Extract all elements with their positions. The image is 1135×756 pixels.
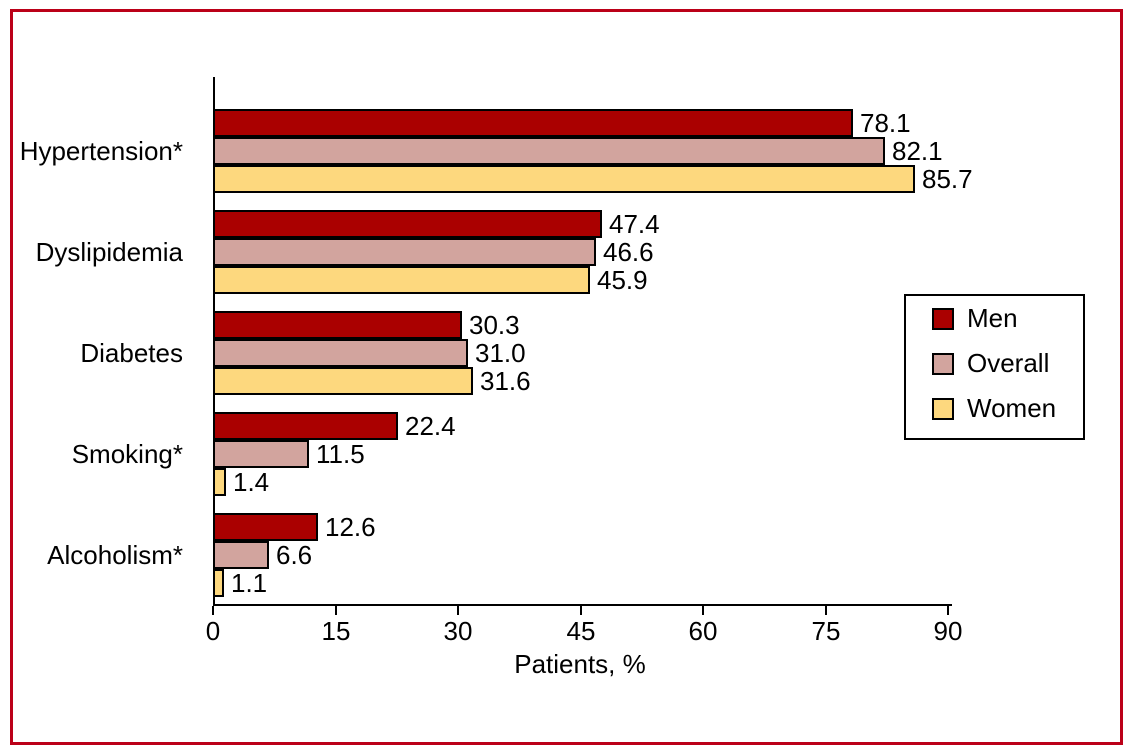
legend-swatch-men xyxy=(932,307,954,330)
value-label: 47.4 xyxy=(609,209,660,239)
legend-item-men: Men xyxy=(906,296,1083,341)
bar-men xyxy=(213,109,853,137)
bar-women xyxy=(213,367,473,395)
x-axis-tick xyxy=(335,606,337,615)
bar-overall xyxy=(213,137,885,165)
x-axis-tick xyxy=(947,606,949,615)
x-axis-tick xyxy=(457,606,459,615)
x-axis-tick-label: 0 xyxy=(205,616,221,646)
bar-women xyxy=(213,266,590,294)
x-axis-tick-label: 30 xyxy=(443,616,473,646)
bar-women xyxy=(213,569,224,597)
value-label: 31.0 xyxy=(475,338,526,368)
category-label: Diabetes xyxy=(80,338,183,368)
category-label: Alcoholism* xyxy=(47,540,183,570)
value-label: 1.4 xyxy=(233,467,270,497)
value-label: 12.6 xyxy=(325,512,376,542)
x-axis-tick-label: 15 xyxy=(321,616,351,646)
legend-label: Women xyxy=(967,393,1057,423)
value-label: 85.7 xyxy=(922,164,973,194)
value-label: 22.4 xyxy=(405,411,456,441)
x-axis-line xyxy=(213,604,952,606)
value-label: 11.5 xyxy=(316,439,365,469)
category-label: Smoking* xyxy=(71,439,183,469)
bar-overall xyxy=(213,339,468,367)
bar-men xyxy=(213,210,602,238)
value-label: 30.3 xyxy=(469,310,520,340)
legend-swatch-overall xyxy=(932,352,954,375)
legend-label: Overall xyxy=(967,348,1050,378)
value-label: 1.1 xyxy=(231,568,268,598)
category-label: Hypertension* xyxy=(19,136,183,166)
bar-men xyxy=(213,513,318,541)
bar-men xyxy=(213,311,462,339)
x-axis-tick xyxy=(702,606,704,615)
value-label: 46.6 xyxy=(603,237,654,267)
bar-men xyxy=(213,412,398,440)
legend-box: Men Overall Women xyxy=(904,294,1085,440)
category-label: Dyslipidemia xyxy=(35,237,183,267)
value-label: 45.9 xyxy=(597,265,648,295)
legend-item-overall: Overall xyxy=(906,341,1083,386)
x-axis-tick xyxy=(212,606,214,615)
x-axis-tick xyxy=(580,606,582,615)
x-axis-tick-label: 60 xyxy=(688,616,718,646)
bar-overall xyxy=(213,238,596,266)
legend-label: Men xyxy=(967,303,1018,333)
x-axis-tick-label: 75 xyxy=(811,616,841,646)
value-label: 31.6 xyxy=(480,366,531,396)
x-axis-tick-label: 45 xyxy=(566,616,596,646)
value-label: 78.1 xyxy=(860,108,911,138)
bar-women xyxy=(213,165,915,193)
legend-item-women: Women xyxy=(906,386,1083,431)
bar-overall xyxy=(213,440,309,468)
legend-swatch-women xyxy=(932,397,954,420)
x-axis-title: Patients, % xyxy=(514,649,646,679)
bar-women xyxy=(213,468,226,496)
x-axis-tick xyxy=(825,606,827,615)
value-label: 82.1 xyxy=(892,136,943,166)
bar-overall xyxy=(213,541,269,569)
value-label: 6.6 xyxy=(276,540,313,570)
x-axis-tick-label: 90 xyxy=(933,616,963,646)
